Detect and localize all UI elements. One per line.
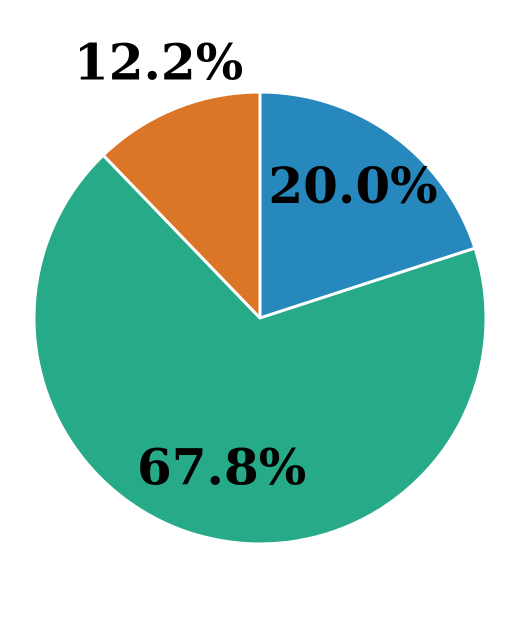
pie-slice [101, 90, 262, 320]
pie-slice [32, 153, 488, 546]
data-label: 20.0% [268, 156, 437, 215]
data-label: 67.8% [137, 437, 306, 496]
pie-slice [258, 90, 477, 320]
data-label: 12.2% [74, 32, 243, 91]
